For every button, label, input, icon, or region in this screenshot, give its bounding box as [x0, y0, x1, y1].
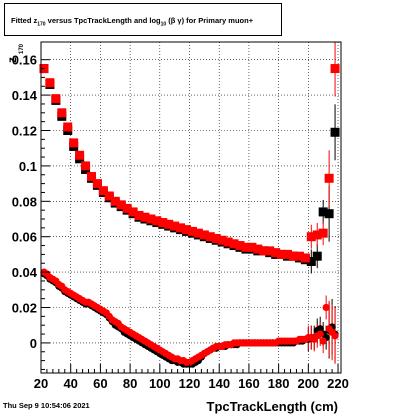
data-point-square: [164, 219, 174, 229]
data-point-square: [288, 251, 298, 261]
x-tick-label: 160: [238, 376, 260, 391]
data-point-square: [199, 230, 209, 240]
data-point-square: [158, 218, 168, 228]
data-point-square: [300, 253, 310, 263]
x-axis-label: TpcTrackLength (cm): [207, 399, 338, 414]
date-stamp: Thu Sep 9 10:54:06 2021: [3, 401, 90, 410]
data-point-square: [241, 242, 251, 252]
title-log-subscript: 10: [160, 21, 167, 28]
data-point-square: [205, 232, 215, 242]
data-point-square: [283, 249, 293, 259]
data-point-square: [193, 228, 203, 238]
title-middle: versus TpcTrackLength and log: [45, 16, 161, 25]
y-tick-label: 0.04: [12, 265, 38, 280]
data-point-square: [211, 233, 221, 243]
y-tick-label: 0.16: [12, 53, 37, 68]
data-point-square: [146, 214, 156, 224]
data-point-square: [277, 249, 287, 259]
data-point-square: [294, 251, 304, 261]
y-tick-label: 0.08: [12, 194, 37, 209]
data-point-square: [330, 64, 340, 74]
data-point-square: [176, 223, 186, 233]
x-tick-label: 180: [268, 376, 290, 391]
data-point-square: [324, 209, 334, 219]
y-tick-label: 0.06: [12, 230, 37, 245]
error-bars: [307, 42, 336, 364]
data-point-square: [75, 150, 85, 160]
data-point-square: [122, 203, 132, 213]
data-point-square: [223, 237, 233, 247]
data-point-square: [187, 226, 197, 236]
x-tick-label: 60: [93, 376, 107, 391]
data-point-square: [271, 248, 281, 258]
data-point-square: [312, 251, 322, 261]
data-point-square: [63, 122, 73, 132]
data-point-square: [182, 225, 192, 235]
y-tick-label: 0.14: [12, 88, 38, 103]
data-point-square: [86, 172, 96, 182]
data-point-square: [312, 230, 322, 240]
chart-title: Fitted z170 versus TpcTrackLength and lo…: [4, 3, 282, 36]
title-suffix: (β γ) for Primary muon+: [166, 16, 254, 25]
data-point-square: [57, 108, 67, 118]
data-point-circle: [316, 325, 324, 333]
x-tick-label: 80: [123, 376, 137, 391]
data-point-square: [318, 228, 328, 238]
data-point-square: [69, 138, 79, 148]
data-point-square: [152, 216, 162, 226]
data-point-circle: [322, 303, 330, 312]
data-points: [39, 64, 340, 368]
x-tick-label: 20: [34, 376, 48, 391]
data-point-square: [128, 207, 138, 217]
data-point-square: [318, 207, 328, 217]
data-point-square: [306, 256, 316, 266]
data-point-square: [324, 173, 334, 183]
data-point-square: [235, 241, 245, 251]
x-tick-label: 40: [63, 376, 77, 391]
data-point-square: [110, 196, 120, 206]
grid: [41, 42, 341, 373]
data-point-square: [247, 242, 257, 252]
data-point-square: [265, 246, 275, 256]
axis-ticks: 20 40 60 80 100 120 140 160 180 200 220 0 0.02 0.04 0.…: [12, 53, 349, 391]
data-point-square: [116, 200, 126, 210]
x-tick-label: 200: [297, 376, 319, 391]
y-tick-label: 0.12: [12, 124, 37, 139]
data-point-square: [170, 221, 180, 231]
plot-frame: [40, 41, 342, 374]
y-tick-label: 0: [30, 336, 37, 351]
data-point-circle: [331, 332, 339, 340]
y-axis-label: z: [5, 57, 19, 63]
data-point-square: [253, 244, 263, 254]
data-point-square: [92, 179, 102, 189]
data-point-square: [259, 246, 269, 256]
data-point-square: [45, 78, 55, 88]
data-point-square: [306, 232, 316, 242]
y-tick-label: 0.02: [12, 301, 37, 316]
data-point-circle: [319, 337, 327, 345]
x-tick-label: 120: [179, 376, 201, 391]
x-tick-label: 140: [208, 376, 230, 391]
data-point-square: [229, 239, 239, 249]
data-point-square: [330, 127, 340, 137]
x-tick-label: 220: [327, 376, 349, 391]
title-z-subscript: 170: [37, 21, 46, 28]
data-point-square: [98, 186, 108, 196]
x-tick-label: 100: [149, 376, 171, 391]
data-point-square: [217, 235, 227, 245]
data-point-square: [104, 191, 114, 201]
data-point-square: [140, 212, 150, 222]
y-axis-label-subscript: 170: [19, 43, 25, 54]
y-tick-label: 0.1: [19, 159, 37, 174]
data-point-square: [134, 210, 144, 220]
title-prefix: Fitted z: [11, 16, 38, 25]
data-point-square: [81, 161, 91, 171]
data-point-square: [51, 94, 61, 104]
data-point-circle: [316, 330, 324, 338]
